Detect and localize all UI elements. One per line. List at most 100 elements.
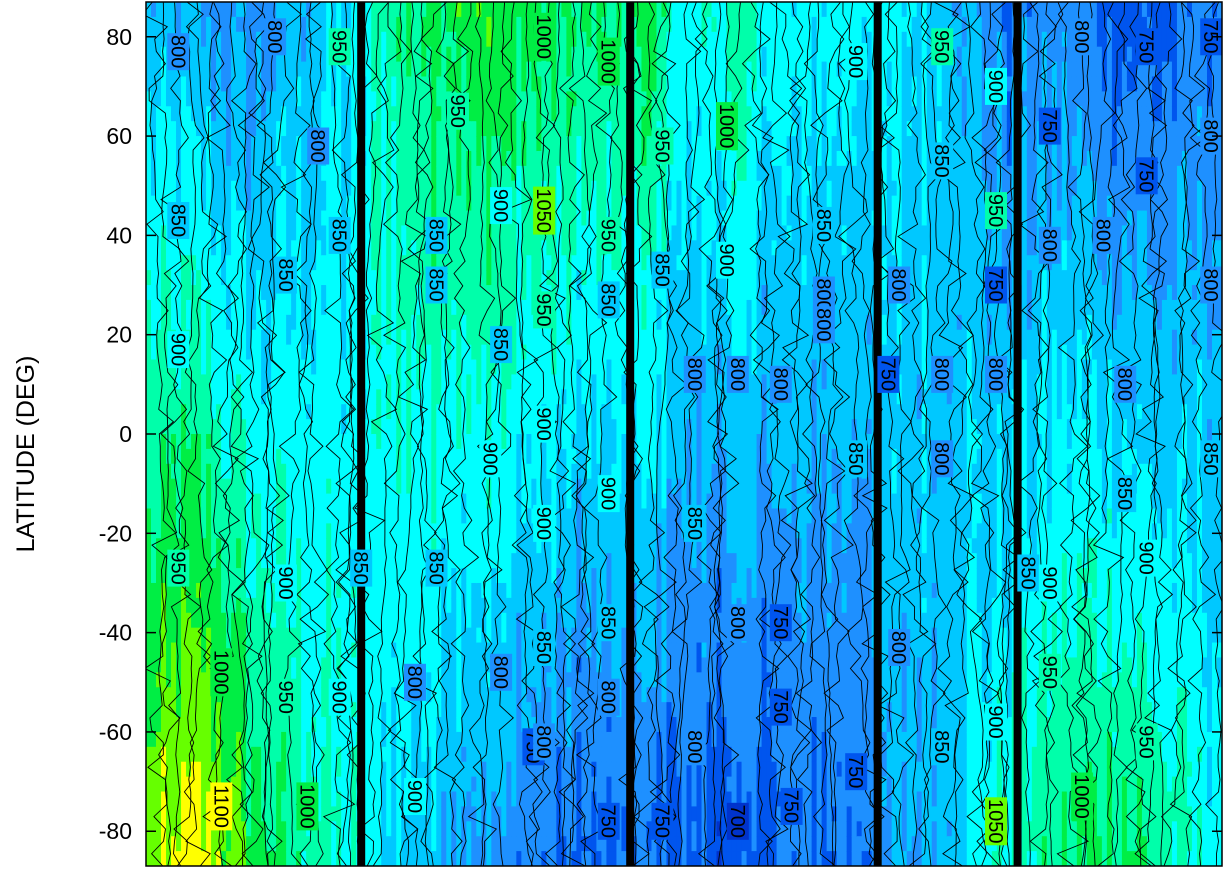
contour-cell <box>211 91 217 107</box>
contour-cell <box>191 314 197 331</box>
contour-cell <box>531 2 537 18</box>
contour-cell <box>381 806 387 822</box>
contour-cell <box>416 61 422 78</box>
contour-cell <box>401 165 407 182</box>
contour-cell <box>241 180 247 197</box>
contour-cell <box>341 314 347 331</box>
contour-cell <box>491 508 497 524</box>
contour-cell <box>351 761 357 778</box>
contour-cell <box>451 776 457 793</box>
contour-cell <box>191 76 197 92</box>
contour-cell <box>386 31 392 48</box>
contour-cell <box>151 776 157 793</box>
contour-cell <box>276 210 282 227</box>
contour-cell <box>521 329 527 346</box>
contour-cell <box>406 195 412 212</box>
contour-cell <box>151 359 157 376</box>
contour-cell <box>426 76 432 92</box>
contour-cell <box>221 434 227 450</box>
contour-cell <box>346 255 352 271</box>
contour-cell <box>331 374 337 390</box>
contour-cell <box>456 717 462 733</box>
contour-cell <box>331 314 337 331</box>
contour-cell <box>281 761 287 778</box>
contour-cell <box>466 761 472 778</box>
contour-cell <box>306 761 312 778</box>
contour-cell <box>401 210 407 227</box>
contour-cell <box>251 329 257 346</box>
contour-cell <box>386 46 392 63</box>
contour-cell <box>416 597 422 614</box>
contour-cell <box>411 642 417 659</box>
contour-cell <box>461 61 467 78</box>
contour-cell <box>176 731 182 748</box>
contour-cell <box>426 582 432 599</box>
contour-cell <box>261 776 267 793</box>
contour-cell <box>261 106 267 122</box>
contour-cell <box>531 836 537 852</box>
contour-cell <box>351 687 357 703</box>
contour-cell <box>516 761 522 778</box>
contour-cell <box>271 463 277 480</box>
contour-cell <box>496 419 502 435</box>
contour-cell <box>191 851 197 866</box>
contour-cell <box>526 255 532 271</box>
contour-cell <box>231 761 237 778</box>
contour-cell <box>316 791 322 808</box>
contour-cell <box>376 2 382 18</box>
contour-cell <box>241 299 247 316</box>
contour-cell <box>486 76 492 92</box>
contour-cell <box>291 791 297 808</box>
contour-cell <box>291 836 297 852</box>
contour-cell <box>201 687 207 703</box>
contour-cell <box>211 195 217 212</box>
contour-cell <box>256 270 262 286</box>
contour-cell <box>496 687 502 703</box>
contour-cell <box>236 851 242 866</box>
contour-cell <box>436 16 442 33</box>
contour-cell <box>561 761 567 778</box>
contour-cell <box>551 150 557 167</box>
contour-cell <box>266 821 272 837</box>
contour-cell <box>186 314 192 331</box>
contour-cell <box>376 240 382 256</box>
contour-cell <box>256 657 262 673</box>
contour-cell <box>571 121 577 137</box>
contour-cell <box>431 806 437 822</box>
contour-cell <box>251 76 257 92</box>
contour-cell <box>291 746 297 763</box>
contour-cell <box>151 16 157 33</box>
contour-cell <box>256 150 262 167</box>
contour-cell <box>471 359 477 376</box>
contour-cell <box>346 344 352 361</box>
contour-cell <box>316 434 322 450</box>
contour-cell <box>346 463 352 480</box>
contour-cell <box>406 568 412 584</box>
contour-cell <box>436 493 442 510</box>
contour-cell <box>161 359 167 376</box>
contour-cell <box>416 493 422 510</box>
contour-cell <box>406 582 412 599</box>
contour-cell <box>396 46 402 63</box>
contour-cell <box>321 285 327 301</box>
contour-cell <box>411 761 417 778</box>
contour-cell <box>166 821 172 837</box>
contour-cell <box>326 359 332 376</box>
contour-cell <box>281 344 287 361</box>
contour-cell <box>351 299 357 316</box>
contour-cell <box>461 225 467 241</box>
contour-cell <box>456 463 462 480</box>
contour-cell <box>146 597 152 614</box>
contour-cell <box>231 46 237 63</box>
contour-cell <box>211 582 217 599</box>
contour-cell <box>161 821 167 837</box>
contour-cell <box>441 46 447 63</box>
contour-cell <box>306 210 312 227</box>
contour-cell <box>211 270 217 286</box>
contour-cell <box>476 270 482 286</box>
contour-cell <box>296 731 302 748</box>
contour-cell <box>261 478 267 495</box>
contour-cell <box>391 31 397 48</box>
contour-cell <box>236 836 242 852</box>
contour-cell <box>351 150 357 167</box>
